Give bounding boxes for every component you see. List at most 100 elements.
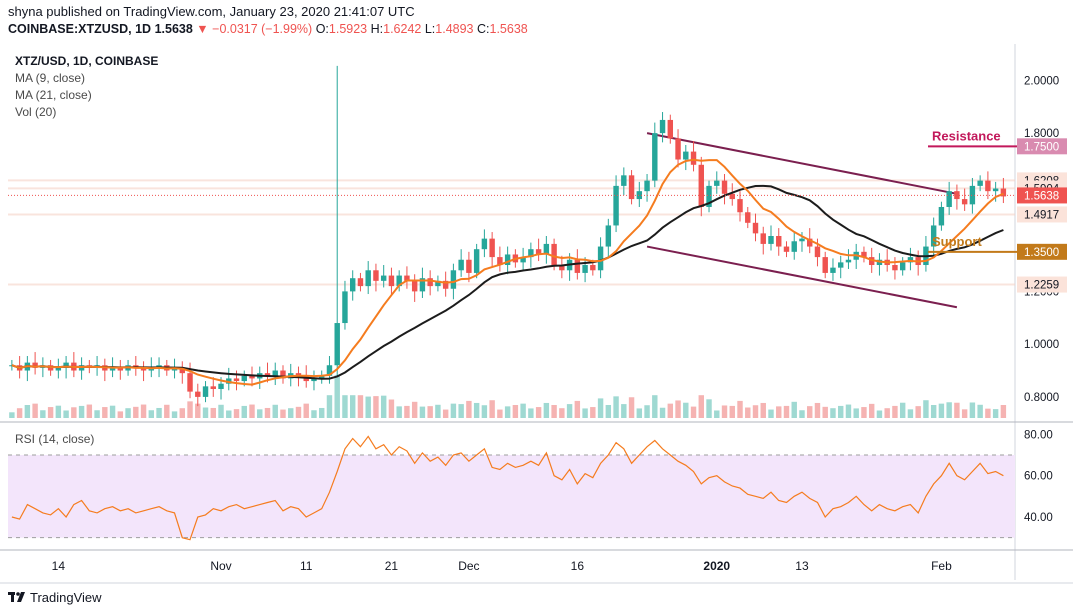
candle-body[interactable] — [621, 175, 627, 186]
candle-body[interactable] — [233, 378, 240, 382]
candle-body[interactable] — [892, 265, 898, 271]
candle-body[interactable] — [721, 180, 728, 194]
candle-body[interactable] — [373, 270, 379, 281]
candle-body[interactable] — [187, 373, 193, 392]
candle-body[interactable] — [466, 259, 472, 273]
candle-body[interactable] — [295, 373, 302, 376]
candle-body[interactable] — [776, 236, 782, 247]
candle-body[interactable] — [938, 206, 945, 226]
candle-body[interactable] — [605, 225, 612, 247]
candle-body[interactable] — [714, 180, 720, 186]
candle-body[interactable] — [411, 280, 418, 292]
candle-body[interactable] — [543, 243, 550, 255]
candle-body[interactable] — [195, 391, 201, 397]
candle-body[interactable] — [535, 249, 542, 255]
candle-body[interactable] — [977, 180, 983, 186]
candle-body[interactable] — [435, 280, 441, 287]
candle-body[interactable] — [458, 259, 464, 271]
candle-body[interactable] — [814, 246, 821, 258]
candle-body[interactable] — [473, 249, 480, 273]
candle-body[interactable] — [899, 262, 906, 271]
candle-body[interactable] — [427, 278, 433, 287]
legend-symbol[interactable]: XTZ/USD, 1D, COINBASE — [15, 54, 159, 68]
legend-ma21[interactable]: MA (21, close) — [15, 88, 92, 102]
candle-body[interactable] — [442, 280, 449, 289]
candle-body[interactable] — [357, 278, 364, 287]
candle-body[interactable] — [675, 138, 681, 160]
rsi-legend[interactable]: RSI (14, close) — [15, 432, 95, 446]
candle-body[interactable] — [652, 133, 658, 181]
candle-body[interactable] — [396, 275, 402, 287]
candle-body[interactable] — [551, 243, 557, 266]
legend-volume[interactable]: Vol (20) — [15, 105, 57, 119]
candle-body[interactable] — [311, 378, 317, 382]
candle-body[interactable] — [667, 119, 674, 139]
candle-body[interactable] — [946, 191, 952, 207]
candle-body[interactable] — [504, 254, 511, 266]
candle-body[interactable] — [729, 193, 735, 200]
candle-body[interactable] — [838, 262, 844, 268]
footer-brand[interactable]: TradingView — [8, 590, 102, 605]
candle-body[interactable] — [659, 119, 666, 134]
candle-body[interactable] — [342, 291, 348, 324]
candle-body[interactable] — [520, 257, 526, 263]
candle-body[interactable] — [799, 238, 805, 242]
candle-body[interactable] — [690, 151, 697, 165]
candle-body[interactable] — [419, 278, 426, 292]
candle-body[interactable] — [992, 188, 999, 192]
candle-body[interactable] — [628, 175, 635, 200]
candle-body[interactable] — [597, 246, 604, 271]
candle-body[interactable] — [497, 257, 503, 266]
candle-body[interactable] — [63, 362, 69, 368]
candle-body[interactable] — [807, 238, 813, 247]
candle-body[interactable] — [822, 257, 828, 273]
candle-body[interactable] — [241, 375, 247, 382]
candle-body[interactable] — [404, 275, 410, 281]
candle-body[interactable] — [365, 270, 371, 287]
candle-body[interactable] — [706, 185, 712, 207]
candle-body[interactable] — [202, 386, 209, 397]
candle-body[interactable] — [117, 367, 124, 371]
candle-body[interactable] — [148, 367, 155, 371]
candle-body[interactable] — [752, 222, 759, 234]
candle-body[interactable] — [683, 151, 689, 160]
candle-body[interactable] — [264, 373, 271, 376]
candle-body[interactable] — [272, 370, 278, 376]
candle-body[interactable] — [380, 275, 387, 281]
candle-body[interactable] — [319, 375, 325, 379]
candle-body[interactable] — [334, 323, 340, 366]
candle-body[interactable] — [249, 375, 255, 379]
candle-body[interactable] — [559, 265, 565, 271]
candle-body[interactable] — [590, 265, 596, 271]
candle-body[interactable] — [481, 238, 488, 250]
candle-body[interactable] — [613, 185, 619, 226]
candle-body[interactable] — [830, 267, 836, 273]
candle-body[interactable] — [636, 191, 643, 200]
candle-body[interactable] — [349, 278, 356, 292]
candle-body[interactable] — [326, 365, 333, 376]
candle-body[interactable] — [140, 367, 147, 371]
candle-body[interactable] — [969, 185, 976, 205]
candle-body[interactable] — [109, 367, 116, 371]
symbol-label[interactable]: COINBASE:XTZUSD, 1D — [8, 22, 152, 36]
candle-body[interactable] — [698, 164, 704, 207]
candle-body[interactable] — [210, 386, 216, 389]
candle-body[interactable] — [179, 367, 185, 374]
candle-body[interactable] — [528, 249, 534, 258]
candle-body[interactable] — [388, 275, 395, 287]
candle-body[interactable] — [868, 257, 875, 266]
candle-body[interactable] — [55, 367, 62, 371]
candle-body[interactable] — [737, 199, 743, 213]
candle-body[interactable] — [582, 265, 588, 273]
candle-body[interactable] — [791, 241, 797, 252]
candle-body[interactable] — [218, 383, 224, 389]
candle-body[interactable] — [745, 212, 751, 223]
candle-body[interactable] — [32, 362, 38, 368]
candle-body[interactable] — [1000, 188, 1007, 197]
candle-body[interactable] — [961, 199, 968, 205]
candle-body[interactable] — [574, 259, 581, 273]
candle-body[interactable] — [768, 236, 774, 244]
legend-ma9[interactable]: MA (9, close) — [15, 71, 86, 85]
candle-body[interactable] — [930, 225, 937, 247]
candle-body[interactable] — [845, 259, 852, 263]
